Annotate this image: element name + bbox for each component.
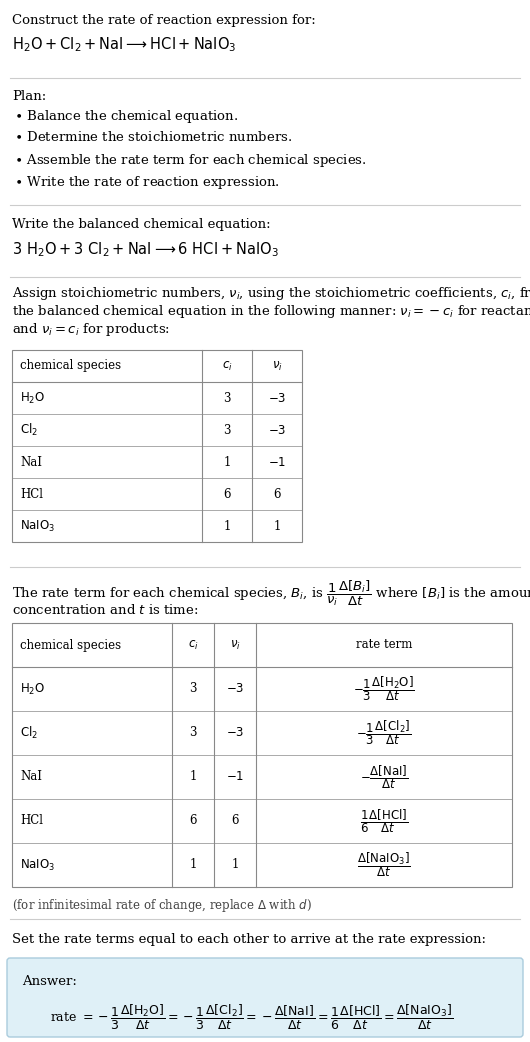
Text: 1: 1 xyxy=(223,520,231,532)
Text: 1: 1 xyxy=(231,859,239,871)
Text: 3: 3 xyxy=(223,423,231,437)
Text: The rate term for each chemical species, $B_i$, is $\dfrac{1}{\nu_i}\dfrac{\Delt: The rate term for each chemical species,… xyxy=(12,579,530,609)
Text: $-\dfrac{\Delta[\mathrm{NaI}]}{\Delta t}$: $-\dfrac{\Delta[\mathrm{NaI}]}{\Delta t}… xyxy=(360,763,408,791)
Text: NaI: NaI xyxy=(20,770,42,784)
Text: $-1$: $-1$ xyxy=(268,455,286,469)
Text: Write the balanced chemical equation:: Write the balanced chemical equation: xyxy=(12,218,271,231)
Text: rate term: rate term xyxy=(356,639,412,651)
Bar xyxy=(12,350,302,542)
Text: $-3$: $-3$ xyxy=(226,683,244,695)
Text: $c_i$: $c_i$ xyxy=(222,359,232,373)
Text: 6: 6 xyxy=(231,815,239,827)
Text: $-1$: $-1$ xyxy=(226,770,244,784)
Text: Assign stoichiometric numbers, $\nu_i$, using the stoichiometric coefficients, $: Assign stoichiometric numbers, $\nu_i$, … xyxy=(12,286,530,302)
Text: $\bullet$ Determine the stoichiometric numbers.: $\bullet$ Determine the stoichiometric n… xyxy=(14,130,293,144)
Text: 3: 3 xyxy=(189,726,197,740)
Text: concentration and $t$ is time:: concentration and $t$ is time: xyxy=(12,603,198,617)
Text: chemical species: chemical species xyxy=(20,359,121,372)
Text: 1: 1 xyxy=(189,859,197,871)
Text: 6: 6 xyxy=(189,815,197,827)
Text: $\bullet$ Write the rate of reaction expression.: $\bullet$ Write the rate of reaction exp… xyxy=(14,174,280,191)
Text: NaI: NaI xyxy=(20,455,42,469)
Text: $\mathrm{NaIO_3}$: $\mathrm{NaIO_3}$ xyxy=(20,858,55,872)
Text: $c_i$: $c_i$ xyxy=(188,639,198,651)
Text: $\nu_i$: $\nu_i$ xyxy=(229,639,241,651)
Text: $\dfrac{1}{6}\dfrac{\Delta[\mathrm{HCl}]}{\Delta t}$: $\dfrac{1}{6}\dfrac{\Delta[\mathrm{HCl}]… xyxy=(360,808,408,835)
Bar xyxy=(12,623,512,887)
Text: HCl: HCl xyxy=(20,488,43,500)
Text: $-3$: $-3$ xyxy=(226,726,244,740)
Text: $\dfrac{\Delta[\mathrm{NaIO_3}]}{\Delta t}$: $\dfrac{\Delta[\mathrm{NaIO_3}]}{\Delta … xyxy=(357,850,411,879)
Text: $-\dfrac{1}{3}\dfrac{\Delta[\mathrm{Cl_2}]}{\Delta t}$: $-\dfrac{1}{3}\dfrac{\Delta[\mathrm{Cl_2… xyxy=(356,719,412,747)
Text: Plan:: Plan: xyxy=(12,90,46,103)
Text: $\mathrm{NaIO_3}$: $\mathrm{NaIO_3}$ xyxy=(20,519,55,534)
Text: Set the rate terms equal to each other to arrive at the rate expression:: Set the rate terms equal to each other t… xyxy=(12,933,486,946)
Text: $\bullet$ Balance the chemical equation.: $\bullet$ Balance the chemical equation. xyxy=(14,108,238,125)
Text: $\mathrm{H_2O + Cl_2 + NaI} \longrightarrow \mathrm{HCl + NaIO_3}$: $\mathrm{H_2O + Cl_2 + NaI} \longrightar… xyxy=(12,35,236,54)
Text: $\mathrm{H_2O}$: $\mathrm{H_2O}$ xyxy=(20,681,45,696)
Text: 1: 1 xyxy=(273,520,281,532)
Text: $-\dfrac{1}{3}\dfrac{\Delta[\mathrm{H_2O}]}{\Delta t}$: $-\dfrac{1}{3}\dfrac{\Delta[\mathrm{H_2O… xyxy=(353,674,415,703)
Text: $\mathrm{3\ H_2O + 3\ Cl_2 + NaI} \longrightarrow \mathrm{6\ HCl + NaIO_3}$: $\mathrm{3\ H_2O + 3\ Cl_2 + NaI} \longr… xyxy=(12,240,279,258)
Text: $-3$: $-3$ xyxy=(268,423,286,437)
Text: $-3$: $-3$ xyxy=(268,392,286,404)
Text: rate $= -\dfrac{1}{3}\dfrac{\Delta[\mathrm{H_2O}]}{\Delta t} = -\dfrac{1}{3}\dfr: rate $= -\dfrac{1}{3}\dfrac{\Delta[\math… xyxy=(50,1003,453,1032)
Text: $\bullet$ Assemble the rate term for each chemical species.: $\bullet$ Assemble the rate term for eac… xyxy=(14,152,367,169)
Text: 6: 6 xyxy=(273,488,281,500)
Text: chemical species: chemical species xyxy=(20,639,121,651)
Text: $\mathrm{Cl_2}$: $\mathrm{Cl_2}$ xyxy=(20,422,38,438)
Text: Construct the rate of reaction expression for:: Construct the rate of reaction expressio… xyxy=(12,14,316,27)
Text: 3: 3 xyxy=(223,392,231,404)
FancyBboxPatch shape xyxy=(7,958,523,1037)
Text: (for infinitesimal rate of change, replace $\Delta$ with $d$): (for infinitesimal rate of change, repla… xyxy=(12,897,312,914)
Text: 1: 1 xyxy=(223,455,231,469)
Text: 1: 1 xyxy=(189,770,197,784)
Text: $\nu_i$: $\nu_i$ xyxy=(271,359,282,373)
Text: $\mathrm{H_2O}$: $\mathrm{H_2O}$ xyxy=(20,391,45,405)
Text: Answer:: Answer: xyxy=(22,975,77,988)
Text: the balanced chemical equation in the following manner: $\nu_i = -c_i$ for react: the balanced chemical equation in the fo… xyxy=(12,303,530,320)
Text: 3: 3 xyxy=(189,683,197,695)
Text: 6: 6 xyxy=(223,488,231,500)
Text: HCl: HCl xyxy=(20,815,43,827)
Text: $\mathrm{Cl_2}$: $\mathrm{Cl_2}$ xyxy=(20,725,38,741)
Text: and $\nu_i = c_i$ for products:: and $\nu_i = c_i$ for products: xyxy=(12,321,170,338)
